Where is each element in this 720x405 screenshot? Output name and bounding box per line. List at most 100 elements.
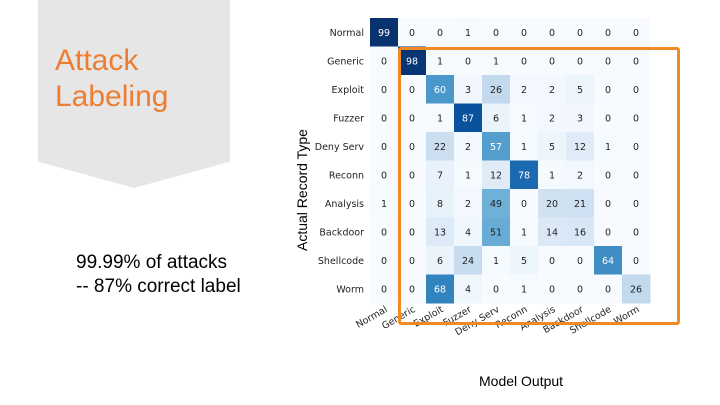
cell-value-label: 1 <box>605 142 611 153</box>
heatmap-cell <box>370 18 399 47</box>
cell-value-label: 0 <box>409 113 415 124</box>
heatmap-cell <box>510 274 539 304</box>
cell-value-label: 0 <box>605 85 611 96</box>
cell-value-label: 0 <box>465 56 471 67</box>
heatmap-cell <box>370 132 399 161</box>
heatmap-cell <box>398 18 427 47</box>
cell-value-label: 1 <box>465 28 471 39</box>
heatmap-cell <box>510 217 539 247</box>
cell-value-label: 2 <box>549 113 555 124</box>
heatmap-cell <box>538 103 567 133</box>
heatmap-cell <box>594 246 623 275</box>
cell-value-label: 0 <box>521 28 527 39</box>
row-tick-label: Exploit <box>332 85 365 96</box>
y-axis-label: Actual Record Type <box>294 129 310 251</box>
heatmap-cell <box>482 160 511 190</box>
heatmap-cell <box>538 246 567 275</box>
heatmap-cell <box>454 189 483 218</box>
cell-value-label: 5 <box>549 142 555 153</box>
heatmap-cell <box>594 189 623 218</box>
cell-value-label: 0 <box>409 256 415 267</box>
heatmap-cell <box>454 103 483 133</box>
cell-value-label: 2 <box>549 85 555 96</box>
cell-value-label: 0 <box>493 28 499 39</box>
row-tick-label: Backdoor <box>319 227 364 238</box>
heatmap-cell <box>566 46 595 76</box>
cell-value-label: 20 <box>546 199 558 210</box>
heatmap-cell <box>398 160 427 190</box>
cell-value-label: 0 <box>633 256 639 267</box>
heatmap-cell <box>454 274 483 304</box>
cell-value-label: 2 <box>577 170 583 181</box>
cell-value-label: 68 <box>434 284 446 295</box>
cell-value-label: 12 <box>574 142 586 153</box>
heatmap-cell <box>538 18 567 47</box>
cell-value-label: 4 <box>465 284 471 295</box>
heatmap-cell <box>538 274 567 304</box>
heatmap-cell <box>398 274 427 304</box>
heatmap-cell <box>538 75 567 104</box>
heatmap-cell <box>454 75 483 104</box>
cell-value-label: 51 <box>490 227 502 238</box>
heatmap-cell <box>622 18 651 47</box>
heatmap-cell <box>622 189 651 218</box>
summary-stat: 99.99% of attacks -- 87% correct label <box>76 251 241 299</box>
heatmap-cell <box>454 160 483 190</box>
heatmap-cell <box>426 189 455 218</box>
heatmap-cell <box>482 217 511 247</box>
cell-value-label: 0 <box>549 56 555 67</box>
heatmap-cell <box>510 246 539 275</box>
heatmap-cell <box>510 189 539 218</box>
heatmap-cell <box>566 246 595 275</box>
cell-value-label: 0 <box>605 227 611 238</box>
cell-value-label: 2 <box>521 85 527 96</box>
cell-value-label: 1 <box>437 113 443 124</box>
heatmap-cell <box>426 274 455 304</box>
slide-title-line-1: Attack <box>55 44 139 77</box>
cell-value-label: 0 <box>409 85 415 96</box>
heatmap-cell <box>398 217 427 247</box>
cell-value-label: 0 <box>577 284 583 295</box>
heatmap-cell <box>426 132 455 161</box>
heatmap-cell <box>426 217 455 247</box>
cell-value-label: 26 <box>490 85 502 96</box>
cell-value-label: 7 <box>437 170 443 181</box>
cell-value-label: 1 <box>521 142 527 153</box>
heatmap-cell <box>398 103 427 133</box>
cell-value-label: 0 <box>633 170 639 181</box>
row-tick-label: Deny Serv <box>315 142 365 153</box>
cell-value-label: 1 <box>493 56 499 67</box>
row-tick-label: Fuzzer <box>333 113 364 124</box>
heatmap-cell <box>510 75 539 104</box>
cell-value-label: 0 <box>577 28 583 39</box>
cell-value-label: 1 <box>521 227 527 238</box>
heatmap-cell <box>566 189 595 218</box>
heatmap-cell <box>482 18 511 47</box>
heatmap-cell <box>566 160 595 190</box>
slide-title: Attack Labeling <box>55 43 225 115</box>
heatmap-cell <box>566 217 595 247</box>
cell-value-label: 0 <box>577 56 583 67</box>
cell-value-label: 57 <box>490 142 502 153</box>
cell-value-label: 0 <box>633 56 639 67</box>
heatmap-cell <box>454 46 483 76</box>
cell-value-label: 0 <box>521 199 527 210</box>
cell-value-label: 0 <box>381 227 387 238</box>
cell-value-label: 0 <box>633 227 639 238</box>
heatmap-cell <box>566 274 595 304</box>
cell-value-label: 0 <box>409 170 415 181</box>
cell-value-label: 2 <box>465 199 471 210</box>
heatmap-cell <box>370 274 399 304</box>
heatmap-cell <box>426 18 455 47</box>
cell-value-label: 0 <box>633 113 639 124</box>
cell-value-label: 0 <box>605 284 611 295</box>
cell-value-label: 0 <box>549 284 555 295</box>
cell-value-label: 0 <box>381 85 387 96</box>
cell-value-label: 3 <box>577 113 583 124</box>
heatmap-cell <box>482 132 511 161</box>
heatmap-cell <box>538 160 567 190</box>
heatmap-cell <box>482 274 511 304</box>
heatmap-cell <box>594 46 623 76</box>
cell-value-label: 0 <box>549 256 555 267</box>
